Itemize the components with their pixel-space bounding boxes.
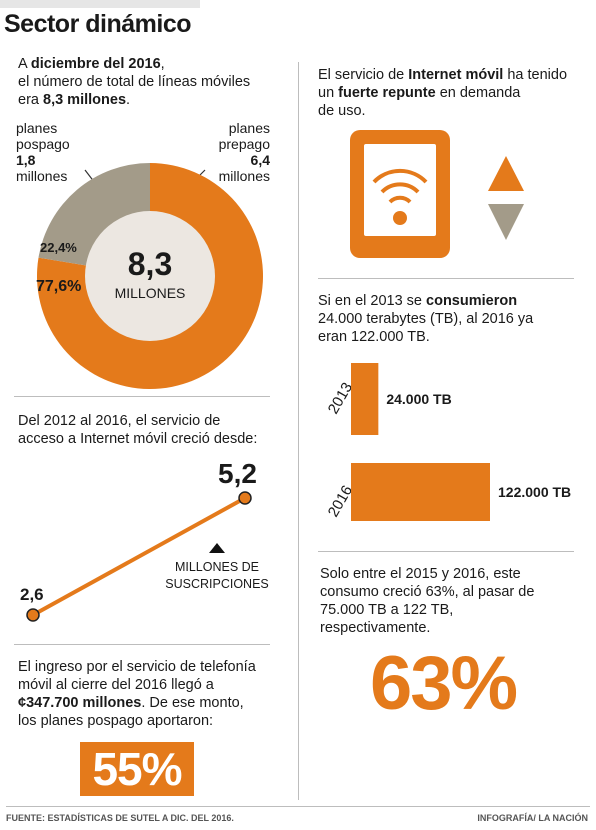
increase-value: 63%	[370, 641, 518, 726]
increase-text-1: Solo entre el 2015 y 2016, este	[320, 566, 521, 582]
lines-intro: A diciembre del 2016, el número de total…	[18, 55, 288, 109]
postpaid-percent: 22,4%	[40, 240, 77, 255]
internet-text: El servicio de Internet móvil ha tenido …	[318, 66, 588, 120]
intro-f: 8,3 millones	[43, 92, 127, 108]
bar-value-2013: 24.000 TB	[386, 391, 451, 407]
growth-series-line	[32, 496, 246, 617]
bar-value-2016: 122.000 TB	[498, 484, 571, 500]
donut-center	[85, 211, 215, 341]
consumption-text-3: eran 122.000 TB.	[318, 329, 430, 345]
intro-e: era	[18, 92, 43, 108]
growth-point-2012	[26, 608, 40, 622]
title-bar	[0, 0, 200, 8]
page-title: Sector dinámico	[4, 10, 192, 38]
prepaid-label-1: planes	[228, 120, 270, 136]
growth-unit-2: SUSCRIPCIONES	[165, 577, 269, 591]
divider-left-2	[14, 644, 270, 645]
revenue-text-4: . De ese monto,	[141, 695, 244, 711]
bar-2016	[351, 463, 490, 521]
postpaid-value-1: 1,8	[16, 152, 36, 168]
divider-right-1	[318, 278, 574, 279]
revenue-text-3: ¢347.700 millones	[18, 695, 142, 711]
postpaid-value-2: millones	[16, 168, 68, 184]
intro-d: el número de total de líneas móviles	[18, 74, 251, 90]
footer-credit: INFOGRAFÍA/ LA NACIÓN	[477, 813, 588, 823]
postpaid-label: planes pospago 1,8 millones	[16, 120, 96, 184]
triangle-up-icon	[209, 543, 225, 553]
consumption-text-1b: consumieron	[426, 293, 518, 309]
footer-divider	[6, 806, 590, 807]
revenue-text-2: móvil al cierre del 2016 llegó a	[18, 677, 214, 693]
internet-text-2b: fuerte repunte	[338, 85, 436, 101]
demand-arrows-icon	[488, 156, 524, 240]
growth-line-chart: 2,6 5,2 MILLONES DE SUSCRIPCIONES	[20, 458, 269, 622]
internet-text-3: de uso.	[318, 103, 366, 119]
growth-label-2016: 5,2	[218, 458, 257, 489]
bar-group: 24.000 TB 122.000 TB	[351, 363, 571, 521]
column-divider	[298, 62, 299, 800]
intro-g: .	[126, 92, 131, 108]
revenue-text: El ingreso por el servicio de telefonía …	[18, 658, 288, 730]
increase-text: Solo entre el 2015 y 2016, este consumo …	[320, 565, 590, 637]
increase-text-2: consumo creció 63%, al pasar de	[320, 584, 535, 600]
prepaid-value-1: 6,4	[250, 152, 270, 168]
increase-text-3: 75.000 TB a 122 TB,	[320, 602, 454, 618]
postpaid-label-2: pospago	[16, 136, 70, 152]
internet-text-1a: El servicio de	[318, 67, 409, 83]
intro-b: diciembre del 2016	[30, 56, 161, 72]
internet-text-1c: ha tenido	[503, 67, 568, 83]
internet-text-2a: un	[318, 85, 339, 101]
revenue-text-1: El ingreso por el servicio de telefonía	[18, 659, 256, 675]
intro-c: ,	[160, 56, 165, 72]
growth-label-2012: 2,6	[20, 585, 44, 604]
revenue-share-box: 55%	[80, 742, 194, 796]
prepaid-label-2: prepago	[218, 136, 270, 152]
divider-left-1	[14, 396, 270, 397]
bar-2013	[351, 363, 379, 435]
divider-right-2	[318, 551, 574, 552]
consumption-text: Si en el 2013 se consumieron 24.000 tera…	[318, 292, 588, 346]
center-value: 8,3	[128, 246, 172, 282]
growth-unit-1: MILLONES DE	[175, 560, 259, 574]
intro-a: A	[18, 56, 31, 72]
internet-text-2c: en demanda	[435, 85, 521, 101]
prepaid-percent: 77,6%	[36, 278, 81, 295]
revenue-text-5: los planes pospago aportaron:	[18, 713, 214, 729]
mobile-wifi-icon	[350, 130, 450, 258]
consumption-text-2: 24.000 terabytes (TB), al 2016 ya	[318, 311, 534, 327]
growth-text: Del 2012 al 2016, el servicio de acceso …	[18, 412, 288, 448]
prepaid-label: planes prepago 6,4 millones	[200, 120, 270, 184]
center-unit: MILLONES	[115, 285, 186, 301]
prepaid-value-2: millones	[218, 168, 270, 184]
lines-donut-chart: 22,4% 77,6% 8,3 MILLONES	[36, 163, 264, 389]
growth-point-2016	[238, 491, 252, 505]
postpaid-label-1: planes	[16, 120, 58, 136]
growth-text-2: acceso a Internet móvil creció desde:	[18, 431, 258, 447]
footer-source: FUENTE: ESTADÍSTICAS DE SUTEL A DIC. DEL…	[6, 813, 234, 823]
growth-text-1: Del 2012 al 2016, el servicio de	[18, 413, 221, 429]
internet-text-1b: Internet móvil	[408, 67, 504, 83]
consumption-text-1a: Si en el 2013 se	[318, 293, 427, 309]
increase-text-4: respectivamente.	[320, 620, 431, 636]
